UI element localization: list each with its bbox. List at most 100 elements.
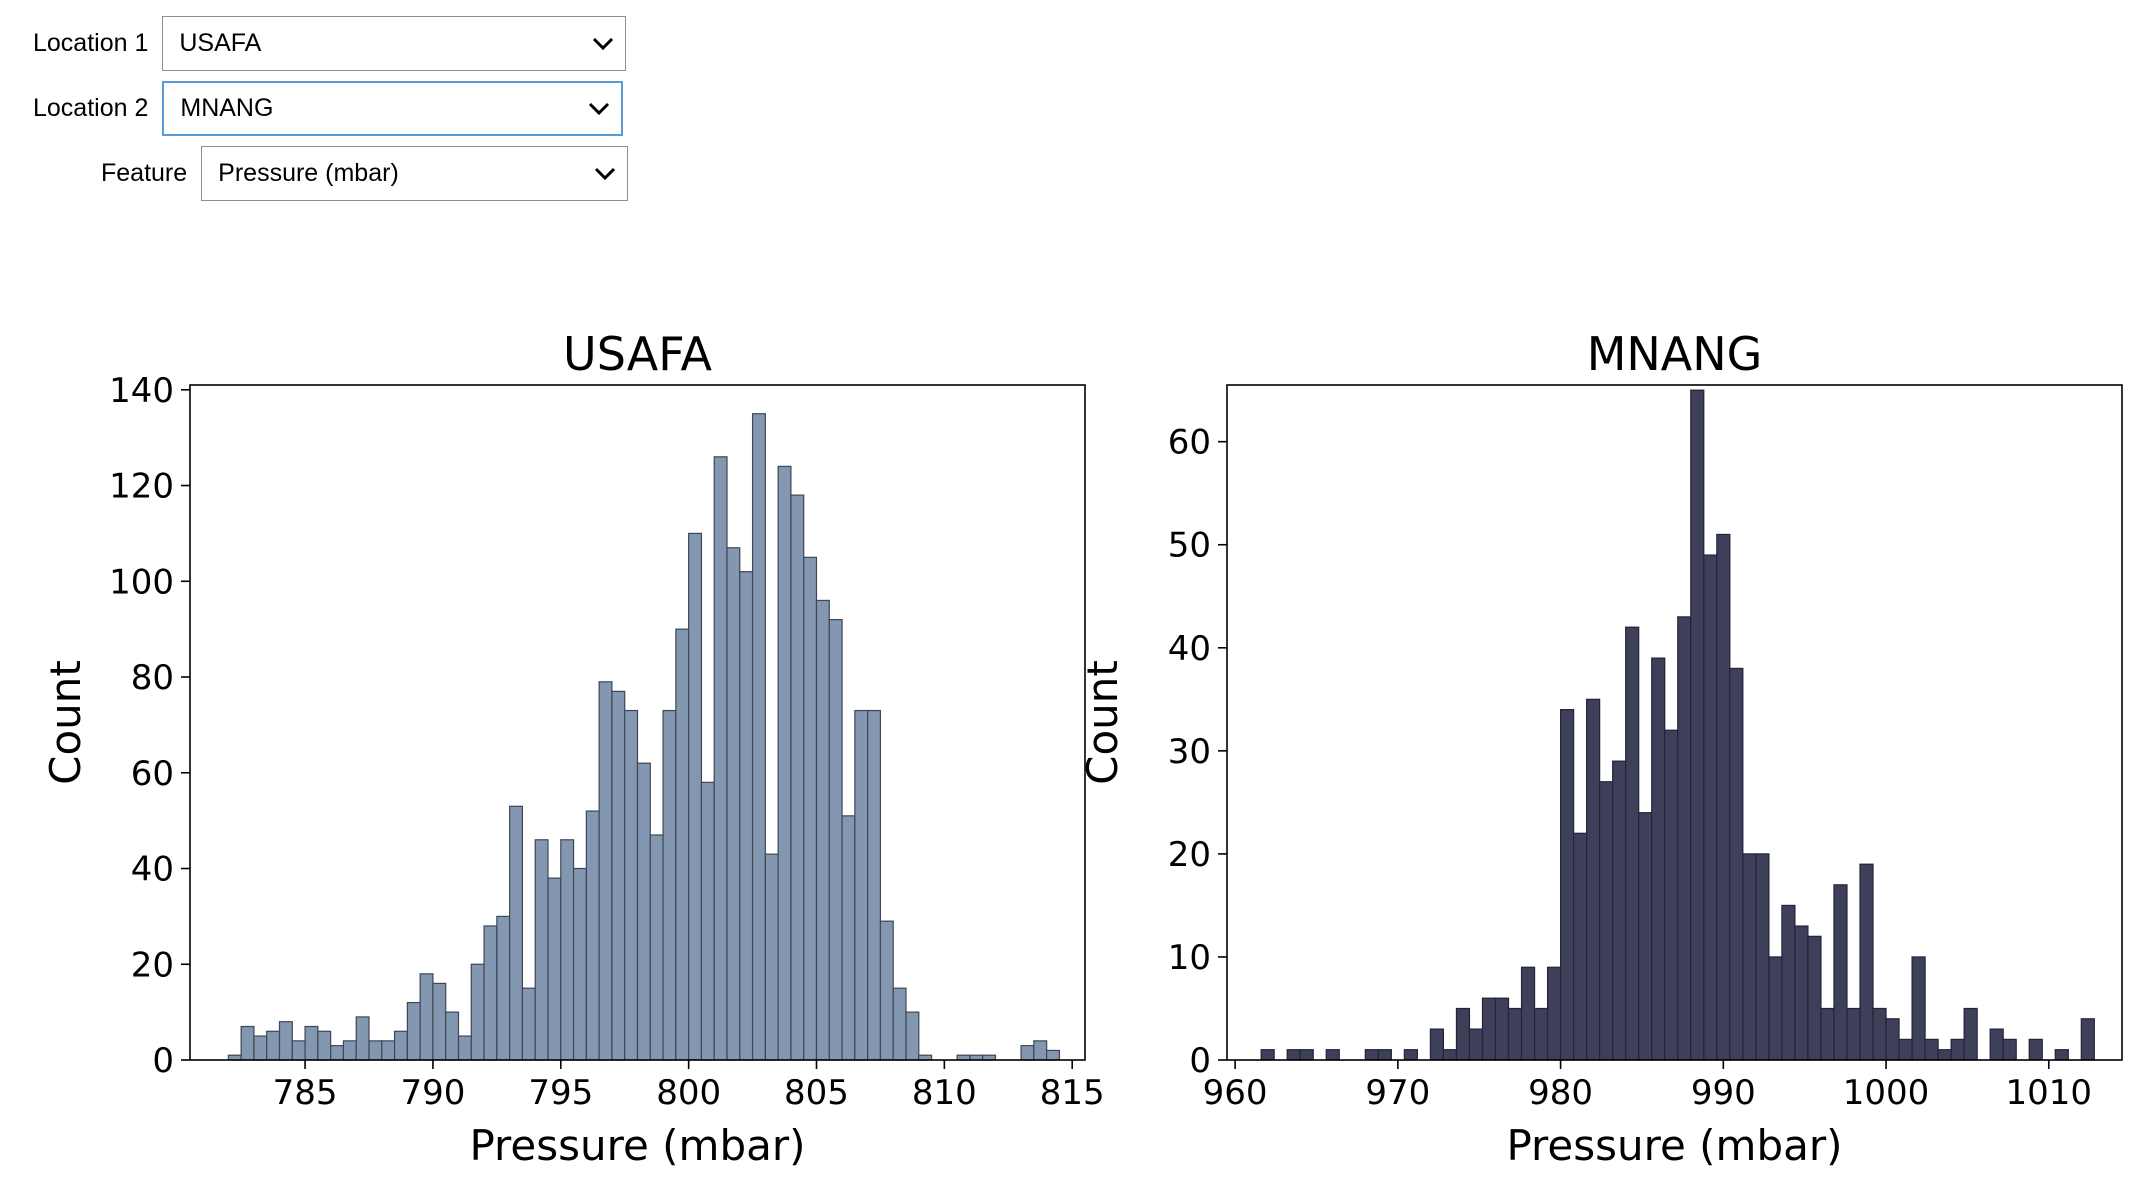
histogram-bar: [1573, 832, 1588, 1061]
chart-title: USAFA: [563, 327, 712, 381]
histogram-bar: [726, 547, 741, 1061]
histogram-bar: [815, 599, 830, 1061]
histogram-bar: [381, 1040, 396, 1061]
histogram-bar: [1260, 1049, 1275, 1061]
x-tick-label: 795: [528, 1073, 593, 1113]
x-tick-label: 1010: [2006, 1073, 2093, 1113]
histogram-bar: [1768, 956, 1783, 1061]
histogram-bar: [2080, 1018, 2095, 1061]
histogram-bar: [1963, 1007, 1978, 1061]
histogram-bar: [1625, 626, 1640, 1061]
histogram-bar: [598, 681, 613, 1061]
plot-frame: [189, 384, 1086, 1061]
histogram-bar: [1664, 729, 1679, 1061]
location-1-select[interactable]: USAFA: [162, 16, 627, 71]
y-tick-label: 40: [131, 850, 174, 890]
histogram-bar: [1429, 1028, 1445, 1061]
histogram-bar: [1455, 1007, 1471, 1061]
x-tick-label: 970: [1365, 1073, 1430, 1113]
histogram-bar: [1507, 1007, 1523, 1061]
histogram-bar: [483, 925, 498, 1061]
histogram-bar: [1703, 554, 1718, 1061]
y-tick-label: 40: [1168, 629, 1211, 669]
histogram-bar: [1546, 966, 1562, 1061]
feature-select[interactable]: Pressure (mbar): [201, 146, 629, 201]
histogram-bar: [1950, 1038, 1965, 1061]
histogram-bar: [406, 1001, 421, 1061]
histogram-bar: [457, 1035, 472, 1061]
y-tick-label: 10: [1168, 938, 1211, 978]
histogram-bar: [854, 709, 869, 1061]
location-1-value: USAFA: [179, 29, 262, 57]
y-tick-label: 140: [109, 371, 174, 411]
histogram-bar: [688, 532, 703, 1061]
chevron-down-icon: [589, 102, 610, 115]
histogram-bar: [1299, 1049, 1314, 1061]
histogram-bar: [2002, 1038, 2017, 1061]
chevron-down-icon: [593, 37, 614, 50]
feature-row: Feature Pressure (mbar): [101, 146, 629, 201]
x-tick-label: 800: [656, 1073, 721, 1113]
histogram-bar: [1742, 853, 1757, 1061]
histogram-bar: [867, 709, 882, 1061]
histogram-bar: [905, 1011, 920, 1061]
x-axis-label: Pressure (mbar): [1506, 1121, 1842, 1170]
histogram-bar: [1033, 1040, 1048, 1061]
x-tick-label: 960: [1203, 1073, 1268, 1113]
histogram-bar: [1468, 1028, 1484, 1061]
histogram-bar: [1377, 1049, 1392, 1061]
histogram-bar: [1651, 657, 1666, 1061]
histogram-bar: [879, 920, 894, 1061]
histogram-bar: [445, 1011, 460, 1061]
histogram-bar: [841, 815, 856, 1061]
histogram-bar: [828, 618, 843, 1061]
histogram-bar: [1612, 760, 1627, 1061]
histogram-bar: [1403, 1049, 1418, 1061]
histogram-bar: [1638, 812, 1653, 1061]
histogram-bar: [572, 867, 587, 1061]
y-tick-label: 0: [152, 1041, 174, 1081]
x-tick-label: 990: [1691, 1073, 1756, 1113]
histogram-bar: [496, 915, 511, 1061]
histogram-bar: [2028, 1038, 2043, 1061]
x-tick-label: 1000: [1843, 1073, 1930, 1113]
y-axis-label: Count: [1078, 660, 1127, 785]
histogram-bar: [1859, 863, 1874, 1061]
histogram-bar: [751, 413, 766, 1061]
location-2-select[interactable]: MNANG: [162, 81, 624, 136]
histogram-bar: [624, 709, 639, 1061]
y-tick-label: 120: [109, 467, 174, 507]
x-tick-label: 785: [273, 1073, 338, 1113]
histogram-bar: [1559, 709, 1575, 1061]
histogram-bar: [1898, 1038, 1913, 1061]
histogram-bar: [1481, 997, 1497, 1061]
histogram-bar: [803, 556, 818, 1061]
histogram-bar: [509, 805, 524, 1061]
histogram-bar: [2054, 1049, 2069, 1061]
plot-frame: [1226, 384, 2123, 1061]
chart-2: 960 970 980 990 1000 1010 0 10 20 30 40 50 60 MNANG Pr…: [1078, 327, 2123, 1170]
histogram-bar: [1820, 1007, 1835, 1061]
histogram-bar: [1924, 1038, 1939, 1061]
histogram-bar: [700, 781, 715, 1061]
histogram-bar: [1846, 1007, 1861, 1061]
histogram-bar: [1325, 1049, 1340, 1061]
histogram-bar: [432, 982, 447, 1061]
histogram-bar: [253, 1035, 268, 1061]
histogram-bar: [1989, 1028, 2004, 1061]
histogram-bar: [342, 1040, 357, 1061]
histogram-bar: [1442, 1049, 1458, 1061]
histogram-bar: [1533, 1007, 1549, 1061]
histogram-bar: [291, 1040, 306, 1061]
histogram-bar: [611, 690, 626, 1061]
chart-1: 785 790 795 800 805 810 815 0 20 40 60 80 100 120 140 U…: [41, 327, 1105, 1170]
histogram-bar: [1937, 1049, 1952, 1061]
location-1-row: Location 1 USAFA: [33, 16, 627, 71]
histogram-bar: [1494, 997, 1510, 1061]
histogram-bar: [266, 1030, 281, 1061]
histogram-bar: [240, 1025, 255, 1061]
histogram-bar: [1020, 1045, 1035, 1061]
histogram-bar: [1286, 1049, 1301, 1061]
x-axis-label: Pressure (mbar): [469, 1121, 805, 1170]
histogram-bar: [585, 810, 600, 1061]
